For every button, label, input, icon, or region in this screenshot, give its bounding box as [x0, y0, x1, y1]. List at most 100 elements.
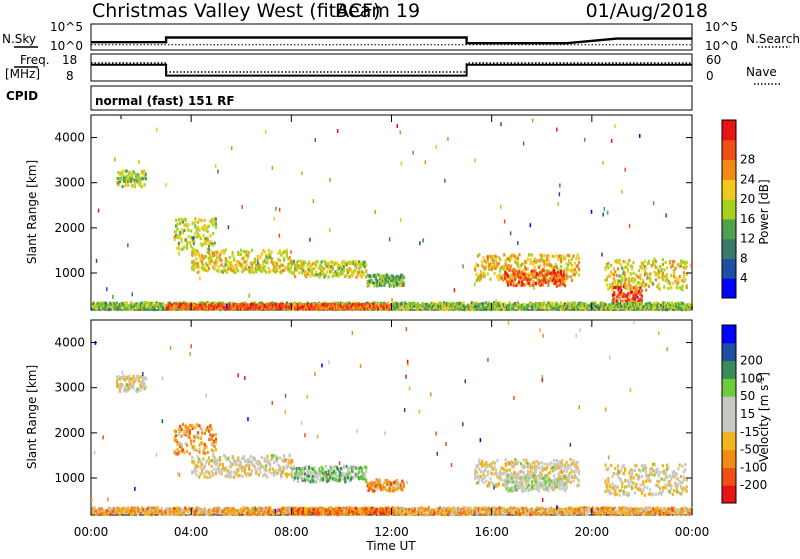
velocity-cell	[397, 481, 399, 484]
power-cell	[403, 282, 405, 285]
power-colorbar-tick: 28	[740, 153, 755, 167]
power-noise-point	[530, 223, 532, 227]
power-ytick-label: 2000	[54, 221, 85, 235]
power-noise-point	[624, 272, 626, 276]
velocity-cell	[179, 425, 181, 428]
power-noise-point	[559, 183, 561, 187]
power-cell	[632, 261, 634, 264]
velocity-cell	[193, 461, 195, 464]
power-colorbar-swatch	[722, 219, 736, 239]
velocity-cell	[364, 475, 366, 478]
power-cell	[378, 274, 380, 277]
power-noise-point	[217, 170, 219, 174]
velocity-cell	[379, 479, 381, 482]
power-cell	[376, 279, 378, 282]
velocity-cell	[186, 450, 188, 453]
power-cell	[558, 276, 560, 279]
power-ytick-label: 3000	[54, 176, 85, 190]
power-cell	[617, 283, 619, 286]
power-noise-point	[584, 138, 586, 142]
power-cell	[328, 275, 330, 278]
velocity-cell	[213, 468, 215, 471]
power-cell	[290, 250, 292, 253]
power-cell	[513, 281, 515, 284]
power-noise-point	[454, 288, 456, 292]
power-cell	[207, 230, 209, 233]
nsky-tick-top: 10^5	[50, 20, 83, 34]
velocity-cell	[201, 442, 203, 445]
power-cell	[674, 267, 676, 270]
velocity-cell	[269, 462, 271, 465]
power-colorbar-swatch	[722, 120, 736, 140]
power-cell	[201, 260, 203, 263]
freq-series-group	[91, 63, 692, 76]
power-cell	[109, 308, 111, 311]
power-ylabel: Slant Range [km]	[25, 160, 39, 264]
power-ytick-label: 4000	[54, 131, 85, 145]
power-cell	[627, 262, 629, 265]
power-cell	[683, 271, 685, 274]
power-noise-point	[532, 118, 534, 122]
velocity-cell	[215, 441, 217, 444]
power-noise-point	[275, 207, 277, 211]
velocity-cell	[293, 465, 295, 468]
power-cell	[341, 272, 343, 275]
velocity-cell	[358, 471, 360, 474]
power-cell	[641, 302, 643, 305]
power-cell	[189, 241, 191, 244]
power-cell	[533, 270, 535, 273]
power-noise-point	[279, 208, 281, 212]
power-cell	[674, 276, 676, 279]
power-cell	[215, 222, 217, 225]
power-cell	[122, 170, 124, 173]
power-noise-point	[557, 202, 559, 206]
power-cell	[518, 253, 520, 256]
velocity-cell	[198, 448, 200, 451]
power-colorbar-tick: 16	[740, 212, 755, 226]
power-cell	[463, 301, 465, 304]
velocity-cell	[240, 461, 242, 464]
velocity-cell	[211, 428, 213, 431]
power-cell	[645, 266, 647, 269]
power-noise-point	[639, 134, 641, 138]
velocity-cell	[181, 428, 183, 431]
power-cell	[663, 268, 665, 271]
power-cell	[293, 260, 295, 263]
power-noise-point	[624, 168, 626, 172]
velocity-cell	[230, 470, 232, 473]
power-cell	[484, 274, 486, 277]
power-cell	[126, 174, 128, 177]
power-cell	[216, 251, 218, 254]
velocity-cell	[258, 473, 260, 476]
velocity-cell	[322, 468, 324, 471]
power-cell	[284, 266, 286, 269]
power-ytick-label: 1000	[54, 266, 85, 280]
power-cell	[522, 303, 524, 306]
nsearch-tick-bottom: 10^0	[705, 39, 738, 53]
power-cell	[658, 276, 660, 279]
power-cell	[480, 276, 482, 279]
velocity-cell	[261, 456, 263, 459]
power-cell	[139, 180, 141, 183]
power-cell	[198, 270, 200, 273]
power-cell	[332, 267, 334, 270]
power-noise-point	[98, 209, 100, 213]
power-noise-point	[391, 298, 393, 302]
velocity-cell	[145, 386, 147, 389]
nsky-tick-bottom: 10^0	[50, 39, 83, 53]
power-cell	[195, 257, 197, 260]
power-cell	[570, 275, 572, 278]
velocity-cell	[193, 445, 195, 448]
power-noise-point	[556, 265, 558, 269]
velocity-cell	[297, 480, 299, 483]
power-cell	[513, 284, 515, 287]
power-cell	[557, 258, 559, 261]
velocity-cell	[312, 479, 314, 482]
power-noise-point	[401, 283, 403, 287]
power-cell	[248, 251, 250, 254]
power-colorbar-tick: 8	[740, 251, 748, 265]
power-cell	[215, 226, 217, 229]
power-cell	[131, 184, 133, 187]
velocity-cell	[201, 428, 203, 431]
power-cell	[98, 306, 100, 309]
